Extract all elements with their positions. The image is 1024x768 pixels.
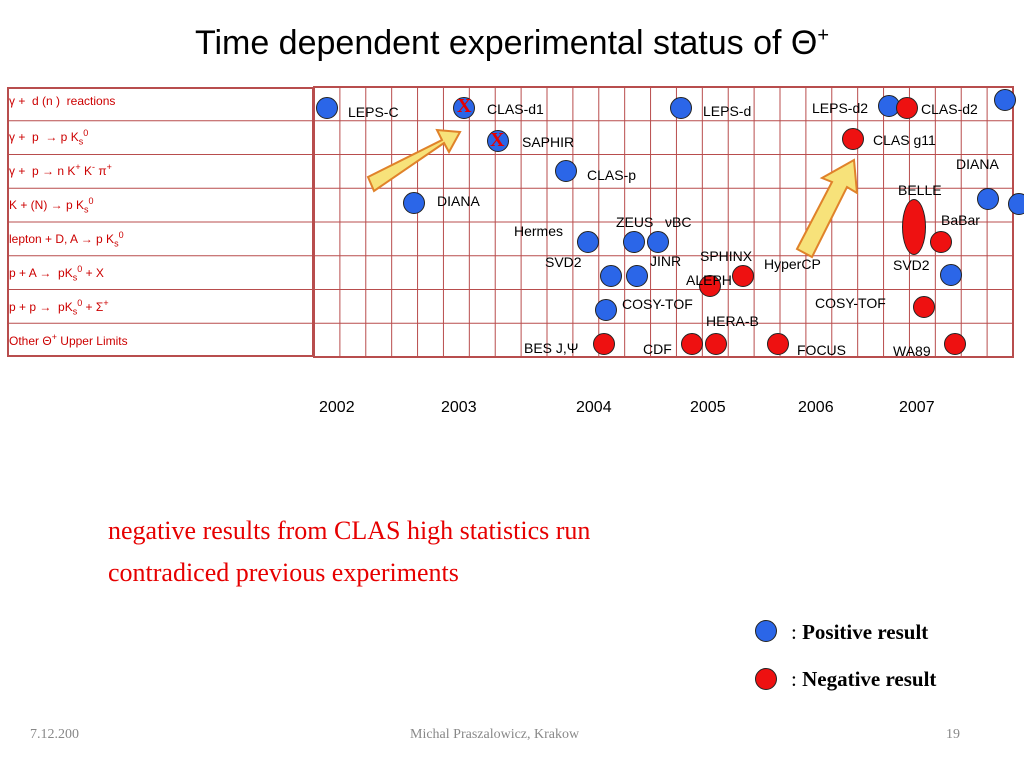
label-clas-p: CLAS-p [587, 167, 637, 183]
label-cosy-tof-2007: COSY-TOF [815, 295, 886, 311]
footer-page: 19 [946, 727, 960, 742]
legend-positive: : Positive result [791, 620, 929, 644]
dot-babar [930, 231, 952, 253]
label-hera-b: HERA-B [706, 313, 759, 329]
label-clas-d1: CLAS-d1 [487, 101, 544, 117]
label-focus: FOCUS [797, 342, 846, 358]
label-leps-c: LEPS-C [348, 104, 399, 120]
label-svd2-2004: SVD2 [545, 254, 582, 270]
dot-aleph [699, 275, 721, 297]
label-wa89: WA89 [893, 343, 931, 359]
row-label-pp: p + p → pKs0 + Σ+ [9, 298, 109, 317]
footer-date: 7.12.200 [30, 727, 79, 742]
dot-svd2-2007 [940, 264, 962, 286]
dot-sphinx [732, 265, 754, 287]
dot-belle [902, 199, 926, 255]
label-diana-2003: DIANA [437, 193, 480, 209]
label-zeus: ZEUS [616, 214, 654, 230]
dot-hermes [577, 231, 599, 253]
year-2006: 2006 [798, 399, 834, 416]
dot-leps-c [316, 97, 338, 119]
label-aleph: ALEPH [686, 272, 732, 288]
label-hermes: Hermes [514, 223, 564, 239]
label-svd2-2007: SVD2 [893, 257, 930, 273]
dot-jinr [626, 265, 648, 287]
note-line-2: contradiced previous experiments [108, 558, 459, 587]
label-leps-d2: LEPS-d2 [812, 100, 869, 116]
legend-negative: : Negative result [791, 667, 937, 691]
legend-negative-dot [755, 668, 777, 690]
year-2004: 2004 [576, 399, 612, 416]
year-2007: 2007 [899, 399, 935, 416]
row-label-gamma-p-pks: γ + p → p Ks0 [9, 128, 89, 147]
dot-leps-d [670, 97, 692, 119]
footer-author: Michal Praszalowicz, Krakow [410, 727, 580, 742]
label-clas-d2: CLAS-d2 [921, 101, 978, 117]
dot-clas-g11 [842, 128, 864, 150]
dot-diana-2007 [977, 188, 999, 210]
dot-clas-p [555, 160, 577, 182]
label-clas-g11: CLAS g11 [873, 132, 936, 148]
dot-cdf [681, 333, 703, 355]
cross-mark-saphir: X [490, 129, 505, 151]
dot-diana-2003 [403, 192, 425, 214]
dot-svd2-2004 [600, 265, 622, 287]
legend-positive-dot [755, 620, 777, 642]
year-2005: 2005 [690, 399, 726, 416]
note-line-1: negative results from CLAS high statisti… [108, 516, 591, 545]
cross-mark-clas-d1: X [457, 95, 472, 117]
row-label-upper-limits: Other Θ+ Upper Limits [9, 332, 128, 348]
label-saphir: SAPHIR [522, 134, 575, 150]
label-diana-2007: DIANA [956, 156, 999, 172]
dot-focus [767, 333, 789, 355]
dot-cosy-tof-2007 [913, 296, 935, 318]
label-hypercp: HyperCP [764, 256, 821, 272]
row-label-pa: p + A → pKs0 + X [9, 264, 104, 283]
year-2002: 2002 [319, 399, 355, 416]
label-cosy-tof-2004: COSY-TOF [622, 296, 693, 312]
arrow-2006 [795, 158, 859, 259]
label-leps-d: LEPS-d [703, 103, 752, 119]
slide-title: Time dependent experimental status of Θ+ [194, 24, 830, 62]
dot-nubc [647, 231, 669, 253]
row-label-kaon-nucleon: K + (N) → p Ks0 [9, 196, 94, 215]
label-jinr: JINR [650, 253, 682, 269]
row-label-gamma-p-nkk: γ + p → n K+ K- π+ [9, 162, 112, 178]
arrow-2003 [366, 128, 462, 193]
dot-hera-b [705, 333, 727, 355]
dot-zeus [623, 231, 645, 253]
label-babar: BaBar [941, 212, 980, 228]
year-2003: 2003 [441, 399, 477, 416]
row-label-lepton: lepton + D, A → p Ks0 [9, 230, 124, 249]
dot-clas-d1 [453, 97, 475, 119]
label-sphinx: SPHINX [700, 248, 753, 264]
dot-clas-d2 [896, 97, 918, 119]
dot-cosy-tof-2004 [595, 299, 617, 321]
dot-diana-edge [1008, 193, 1024, 215]
row-label-gamma-d: γ + d (n ) reactions [9, 94, 116, 108]
dot-saphir [487, 130, 509, 152]
dot-wa89 [944, 333, 966, 355]
label-bes: BES J,Ψ [524, 340, 579, 356]
label-belle: BELLE [898, 182, 942, 198]
label-cdf: CDF [643, 341, 672, 357]
dot-extra-top [994, 89, 1016, 111]
dot-bes [593, 333, 615, 355]
conclusion-note: negative results from CLAS high statisti… [108, 510, 590, 594]
label-nubc: νBC [665, 214, 692, 230]
